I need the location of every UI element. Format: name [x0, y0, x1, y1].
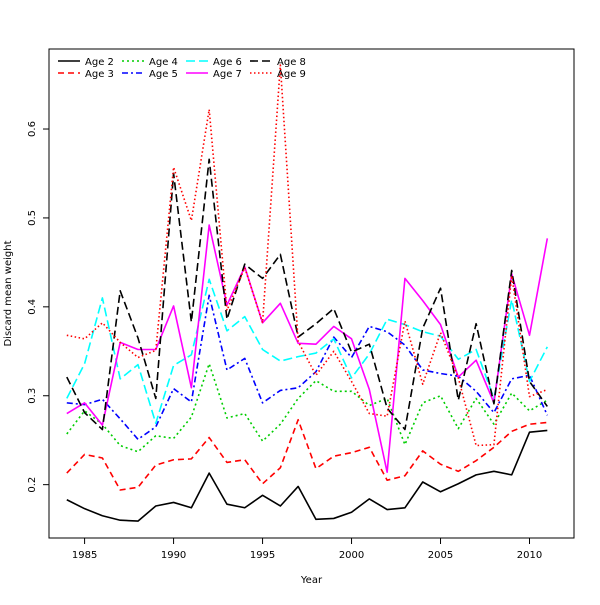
y-tick-label: 0.5 — [27, 210, 38, 226]
x-tick-label: 2000 — [339, 550, 364, 561]
x-tick-label: 1995 — [250, 550, 275, 561]
series-line-age-3 — [66, 418, 548, 491]
x-tick-label: 2010 — [517, 550, 542, 561]
y-tick-label: 0.2 — [27, 477, 38, 493]
tick-layer: 1985 1990 1995 2000 2005 2010 0.2 0.3 0.4 0.5 0.6 — [27, 121, 542, 561]
series-line-age-8 — [66, 158, 548, 431]
x-tick-label: 1990 — [161, 550, 186, 561]
x-axis-label: Year — [300, 575, 323, 586]
series-line-age-6 — [66, 278, 549, 425]
legend-label: Age 3 — [85, 69, 114, 80]
legend-label: Age 6 — [213, 57, 242, 68]
legend-label: Age 7 — [213, 69, 242, 80]
legend-label: Age 2 — [85, 57, 114, 68]
y-axis-label: Discard mean weight — [3, 240, 14, 346]
legend-label: Age 5 — [149, 69, 178, 80]
series-line-age-7 — [66, 224, 549, 474]
series-line-age-2 — [66, 429, 548, 522]
legend-label: Age 8 — [277, 57, 306, 68]
legend-label: Age 9 — [277, 69, 306, 80]
series-line-age-4 — [66, 362, 548, 453]
series-line-age-9 — [66, 64, 548, 447]
y-tick-label: 0.6 — [27, 121, 38, 137]
x-tick-label: 2005 — [428, 550, 453, 561]
series-layer — [66, 64, 549, 522]
series-line-age-5 — [66, 294, 549, 441]
y-tick-label: 0.3 — [27, 388, 38, 404]
y-tick-label: 0.4 — [27, 299, 38, 315]
legend-label: Age 4 — [149, 57, 178, 68]
x-tick-label: 1985 — [72, 550, 97, 561]
plot-frame — [48, 48, 575, 539]
